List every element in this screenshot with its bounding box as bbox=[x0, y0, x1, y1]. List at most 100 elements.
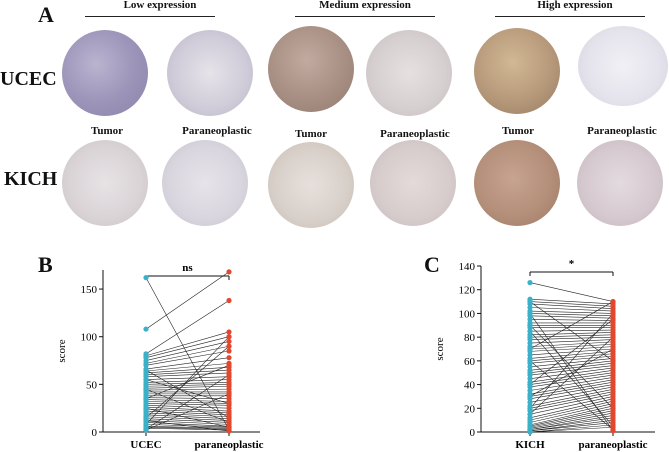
chart-c-pair-line-60 bbox=[529, 301, 614, 362]
chart-c-pair-line-0 bbox=[529, 282, 614, 302]
tissue-core-kich-low-paraneoplastic bbox=[162, 140, 248, 226]
tissue-core-ucec-high-paraneoplastic bbox=[578, 26, 668, 106]
chart-c-pair-line-19 bbox=[529, 346, 614, 352]
chart-c-point-right-57 bbox=[610, 310, 616, 317]
tissue-core-kich-low-tumor bbox=[62, 140, 148, 226]
tissue-core-ucec-high-tumor bbox=[474, 28, 560, 114]
chart-b-point-left-43 bbox=[143, 405, 149, 411]
col-label-1: Tumor bbox=[91, 125, 123, 137]
chart-b-pair-line-38 bbox=[145, 426, 230, 430]
tissue-core-ucec-medium-tumor bbox=[268, 26, 354, 112]
chart-c-pair-line-29 bbox=[529, 370, 614, 383]
chart-c-pair-line-57 bbox=[529, 313, 614, 409]
chart-c-ytick-label-5: 100 bbox=[459, 308, 476, 320]
row-label-ucec: UCEC bbox=[0, 68, 57, 90]
chart-b-point-left-48 bbox=[143, 421, 149, 427]
chart-c-significance: * bbox=[569, 258, 575, 270]
chart-c-point-left-57 bbox=[527, 405, 533, 411]
chart-c-pair-line-37 bbox=[529, 389, 614, 407]
chart-c-pair-line-52 bbox=[529, 424, 614, 433]
chart-c-pair-line-25 bbox=[529, 360, 614, 371]
chart-b-pair-line-41 bbox=[145, 393, 230, 431]
chart-b-pair-line-43 bbox=[145, 407, 230, 428]
col-label-2: Paraneoplastic bbox=[182, 125, 252, 137]
chart-c-point-left-58 bbox=[527, 322, 533, 328]
chart-c-pair-line-53 bbox=[529, 426, 614, 433]
chart-c-point-left-32 bbox=[527, 387, 533, 394]
chart-c-pair-line-2 bbox=[529, 301, 614, 307]
chart-b-pair-line-30 bbox=[145, 412, 230, 418]
chart-b-pair-line-33 bbox=[145, 418, 230, 423]
chart-c-ytick-label-4: 80 bbox=[464, 332, 476, 344]
chart-c-ytick-label-1: 20 bbox=[464, 403, 476, 415]
chart-c-xtick-label-1: paraneoplastic bbox=[578, 439, 647, 451]
chart-c-point-left-61 bbox=[527, 411, 533, 417]
chart-c-pair-line-28 bbox=[529, 367, 614, 379]
chart-c-pair-line-13 bbox=[529, 332, 614, 336]
chart-c-ylabel: score bbox=[434, 337, 446, 360]
chart-b-point-left-41 bbox=[143, 427, 149, 433]
chart-b-ytick-label-3: 150 bbox=[81, 284, 98, 296]
chart-c-point-right-58 bbox=[610, 405, 616, 411]
chart-b-point-right-47 bbox=[226, 415, 232, 421]
chart-b-point-left-0 bbox=[143, 275, 149, 281]
chart-c-pair-line-21 bbox=[529, 351, 614, 359]
chart-b-point-right-7 bbox=[226, 348, 232, 354]
chart-c-pair-line-32 bbox=[529, 377, 614, 391]
chart-c-pair-line-39 bbox=[529, 393, 614, 411]
chart-b-pair-line-44 bbox=[145, 365, 230, 399]
chart-b-point-right-49 bbox=[226, 428, 232, 434]
chart-c-pair-line-55 bbox=[529, 313, 614, 431]
chart-c-pair-line-14 bbox=[529, 334, 614, 338]
chart-b-point-right-41 bbox=[226, 391, 232, 397]
chart-b-pair-line-32 bbox=[145, 416, 230, 421]
chart-b-pair-line-13 bbox=[145, 376, 230, 380]
chart-c-pair-line-54 bbox=[529, 360, 614, 430]
group-title-low: Low expression bbox=[123, 0, 197, 11]
chart-c-point-right-61 bbox=[610, 334, 616, 340]
chart-c-ytick-label-3: 60 bbox=[464, 356, 476, 368]
chart-b-pair-line-34 bbox=[145, 420, 230, 425]
chart-c-pair-line-3 bbox=[529, 303, 614, 309]
tissue-core-kich-medium-tumor bbox=[268, 142, 354, 228]
chart-c-point-left-28 bbox=[527, 376, 533, 382]
chart-b-pair-line-6 bbox=[145, 345, 230, 364]
chart-b-ytick-label-0: 0 bbox=[92, 427, 98, 439]
chart-c-pair-line-62 bbox=[529, 331, 614, 427]
chart-b-pair-line-9 bbox=[145, 363, 230, 372]
group-line-low bbox=[85, 16, 215, 17]
chart-c-point-left-24 bbox=[527, 364, 533, 370]
chart-c-point-right-56 bbox=[610, 298, 616, 305]
chart-b-pair-line-15 bbox=[145, 382, 230, 385]
chart-c-pair-line-6 bbox=[529, 313, 614, 317]
chart-c-xtick-label-0: KICH bbox=[515, 439, 545, 451]
chart-b-ylabel: score bbox=[56, 339, 68, 362]
chart-c-point-right-63 bbox=[610, 346, 616, 352]
chart-c-ytick-label-6: 120 bbox=[459, 285, 476, 297]
chart-b-pair-line-47 bbox=[145, 369, 230, 418]
chart-c-point-left-0 bbox=[527, 280, 533, 286]
chart-b-point-right-2 bbox=[226, 297, 232, 304]
group-line-high bbox=[495, 16, 645, 17]
chart-b-xtick-label-0: UCEC bbox=[130, 439, 161, 451]
chart-b-pair-line-29 bbox=[145, 410, 230, 416]
chart-c-point-left-63 bbox=[527, 393, 533, 400]
chart-b-point-left-7 bbox=[143, 362, 149, 368]
tissue-core-kich-high-tumor bbox=[474, 140, 560, 226]
chart-b-pair-line-48 bbox=[145, 336, 230, 425]
chart-c-point-left-60 bbox=[527, 298, 533, 305]
chart-c-pair-line-36 bbox=[529, 386, 614, 403]
chart-c-pair-line-63 bbox=[529, 348, 614, 397]
chart-c-pair-line-8 bbox=[529, 319, 614, 321]
chart-c-pair-line-7 bbox=[529, 315, 614, 319]
chart-c-pair-line-51 bbox=[529, 422, 614, 432]
chart-b-pair-line-2 bbox=[145, 300, 230, 355]
chart-c-pair-line-56 bbox=[529, 301, 614, 350]
chart-b-ytick-label-2: 100 bbox=[81, 332, 98, 344]
chart-c-pair-line-59 bbox=[529, 319, 614, 385]
chart-c-point-left-62 bbox=[527, 328, 533, 334]
chart-c-pair-line-47 bbox=[529, 412, 614, 429]
tissue-core-ucec-medium-paraneoplastic bbox=[366, 30, 452, 116]
col-label-4: Paraneoplastic bbox=[380, 128, 450, 140]
